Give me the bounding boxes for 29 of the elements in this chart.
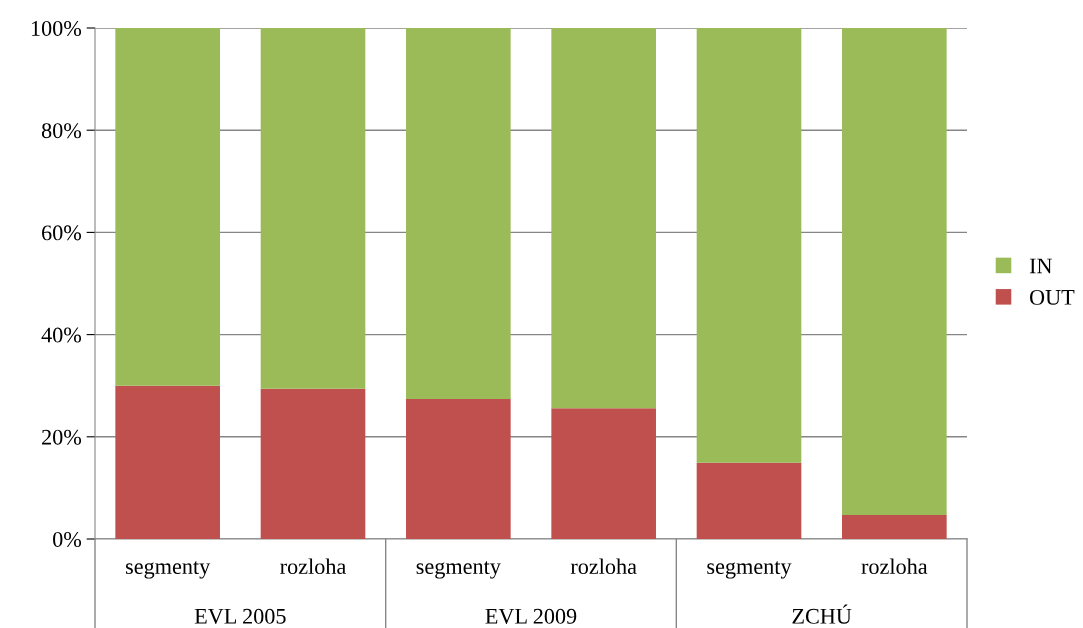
bar xyxy=(842,514,947,539)
y-tick-label: 80% xyxy=(41,123,82,139)
legend-label: OUT xyxy=(1029,289,1075,305)
bar xyxy=(260,388,366,539)
y-tick-label: 20% xyxy=(42,429,82,445)
x-tick-label: segmenty xyxy=(707,561,792,579)
y-tick-label: 100% xyxy=(31,20,82,36)
bar xyxy=(696,462,802,539)
x-tick-label: segmenty xyxy=(416,561,501,579)
bar xyxy=(696,28,802,463)
y-tick-label: 40% xyxy=(41,327,82,343)
bar xyxy=(842,28,947,515)
text: EVL 2009 xyxy=(485,608,577,624)
legend-label: IN xyxy=(1029,258,1052,274)
text: ZCHÚ xyxy=(792,604,852,624)
x-tick-label: segmenty xyxy=(125,561,211,579)
bar xyxy=(115,28,220,386)
x-tick-label: rozloha xyxy=(861,558,928,575)
bar xyxy=(551,408,656,539)
bar xyxy=(115,385,220,539)
y-tick-label: 60% xyxy=(42,225,82,241)
bar xyxy=(551,28,656,409)
x-tick-label: rozloha xyxy=(570,558,637,575)
y-tick-label: 0% xyxy=(53,531,82,547)
text: EVL 2005 xyxy=(194,608,286,624)
bar xyxy=(406,398,511,539)
x-tick-label: rozloha xyxy=(280,558,347,575)
bar xyxy=(406,28,511,399)
bar xyxy=(260,28,366,389)
